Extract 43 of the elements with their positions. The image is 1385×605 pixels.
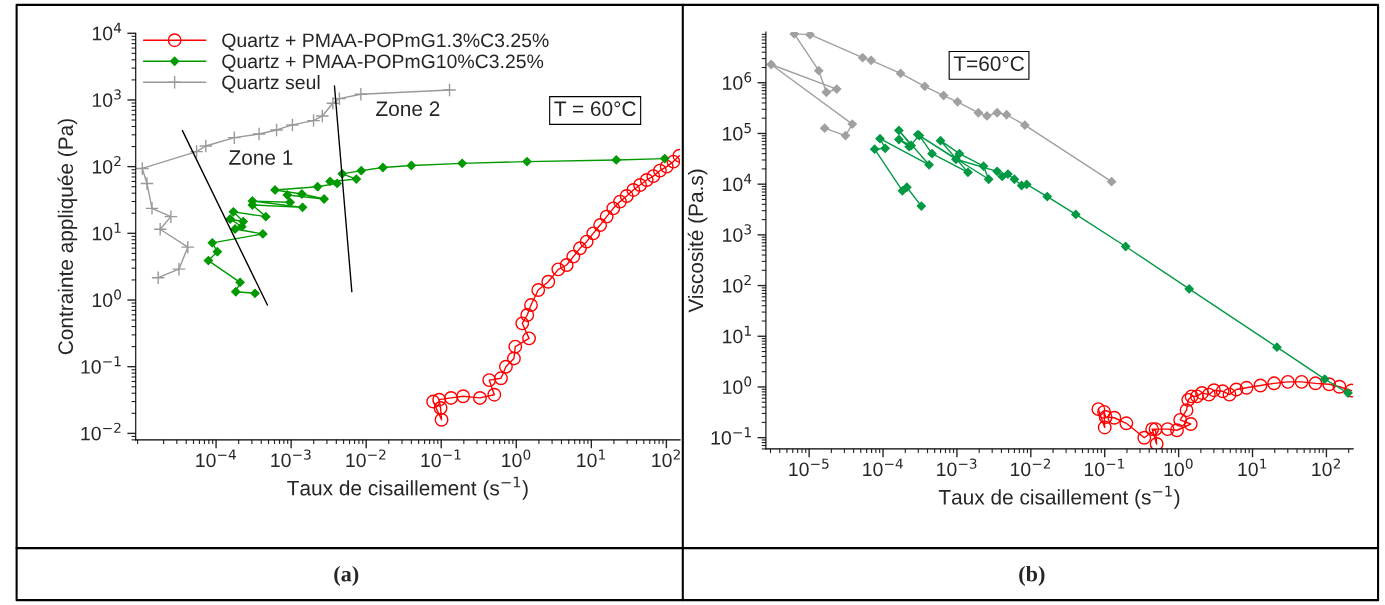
text: (b): [1019, 565, 1045, 587]
y-tick-label: 10$^{2}$: [92, 155, 121, 174]
annotation: T = 60°C: [554, 101, 636, 117]
y-axis-title: Viscosité (Pa.s): [687, 169, 708, 313]
y-tick-label: 10$^{4}$: [723, 173, 752, 192]
y-tick-label: 10$^{−2}$: [81, 422, 121, 441]
x-tick-label: 10$^{−5}$: [789, 458, 829, 477]
text: (a): [334, 565, 359, 587]
x-tick-label: 10$^{−1}$: [421, 449, 461, 468]
x-tick-label: 10$^{−4}$: [863, 458, 903, 477]
legend-label: Quartz seul: [222, 75, 320, 93]
y-axis-title: Contrainte appliquée (Pa): [57, 119, 78, 355]
y-tick-label: 10$^{3}$: [723, 224, 751, 242]
y-tick-label: 10$^{4}$: [92, 22, 122, 41]
y-tick-label: 10$^{−1}$: [711, 427, 751, 445]
x-tick-label: 10$^{−2}$: [1011, 458, 1051, 477]
annotation: T=60°C: [953, 56, 1024, 72]
y-tick-label: 10$^{1}$: [723, 325, 751, 344]
x-tick-label: 10$^{0}$: [1164, 458, 1193, 477]
x-tick-label: 10$^{0}$: [502, 449, 531, 468]
legend-label: Quartz + PMAA-POPmG10%C3.25%: [222, 54, 544, 72]
x-axis-title: Taux de cisaillement (s$^{−1}$): [287, 476, 528, 500]
x-tick-label: 10$^{−4}$: [196, 449, 236, 468]
x-tick-label: 10$^{2}$: [1312, 458, 1340, 477]
x-axis-title: Taux de cisaillement (s$^{−1}$): [938, 485, 1180, 509]
x-tick-label: 10$^{1}$: [1238, 458, 1267, 477]
x-tick-label: 10$^{−3}$: [937, 458, 977, 477]
y-tick-label: 10$^{1}$: [92, 222, 121, 241]
x-tick-label: 10$^{2}$: [652, 449, 680, 468]
y-tick-label: 10$^{6}$: [723, 72, 752, 90]
x-tick-label: 10$^{−1}$: [1084, 458, 1125, 477]
y-tick-label: 10$^{0}$: [92, 289, 121, 308]
annotation: Zone 2: [376, 101, 440, 117]
legend-label: Quartz + PMAA-POPmG1.3%C3.25%: [222, 33, 549, 51]
y-tick-label: 10$^{−1}$: [81, 356, 121, 374]
x-tick-label: 10$^{−3}$: [271, 449, 311, 468]
x-tick-label: 10$^{1}$: [577, 449, 605, 468]
y-tick-label: 10$^{0}$: [723, 376, 752, 395]
y-tick-label: 10$^{2}$: [723, 274, 751, 293]
annotation: Zone 1: [229, 150, 293, 165]
x-tick-label: 10$^{−2}$: [346, 449, 386, 468]
y-tick-label: 10$^{3}$: [92, 89, 121, 108]
y-tick-label: 10$^{5}$: [723, 123, 751, 141]
